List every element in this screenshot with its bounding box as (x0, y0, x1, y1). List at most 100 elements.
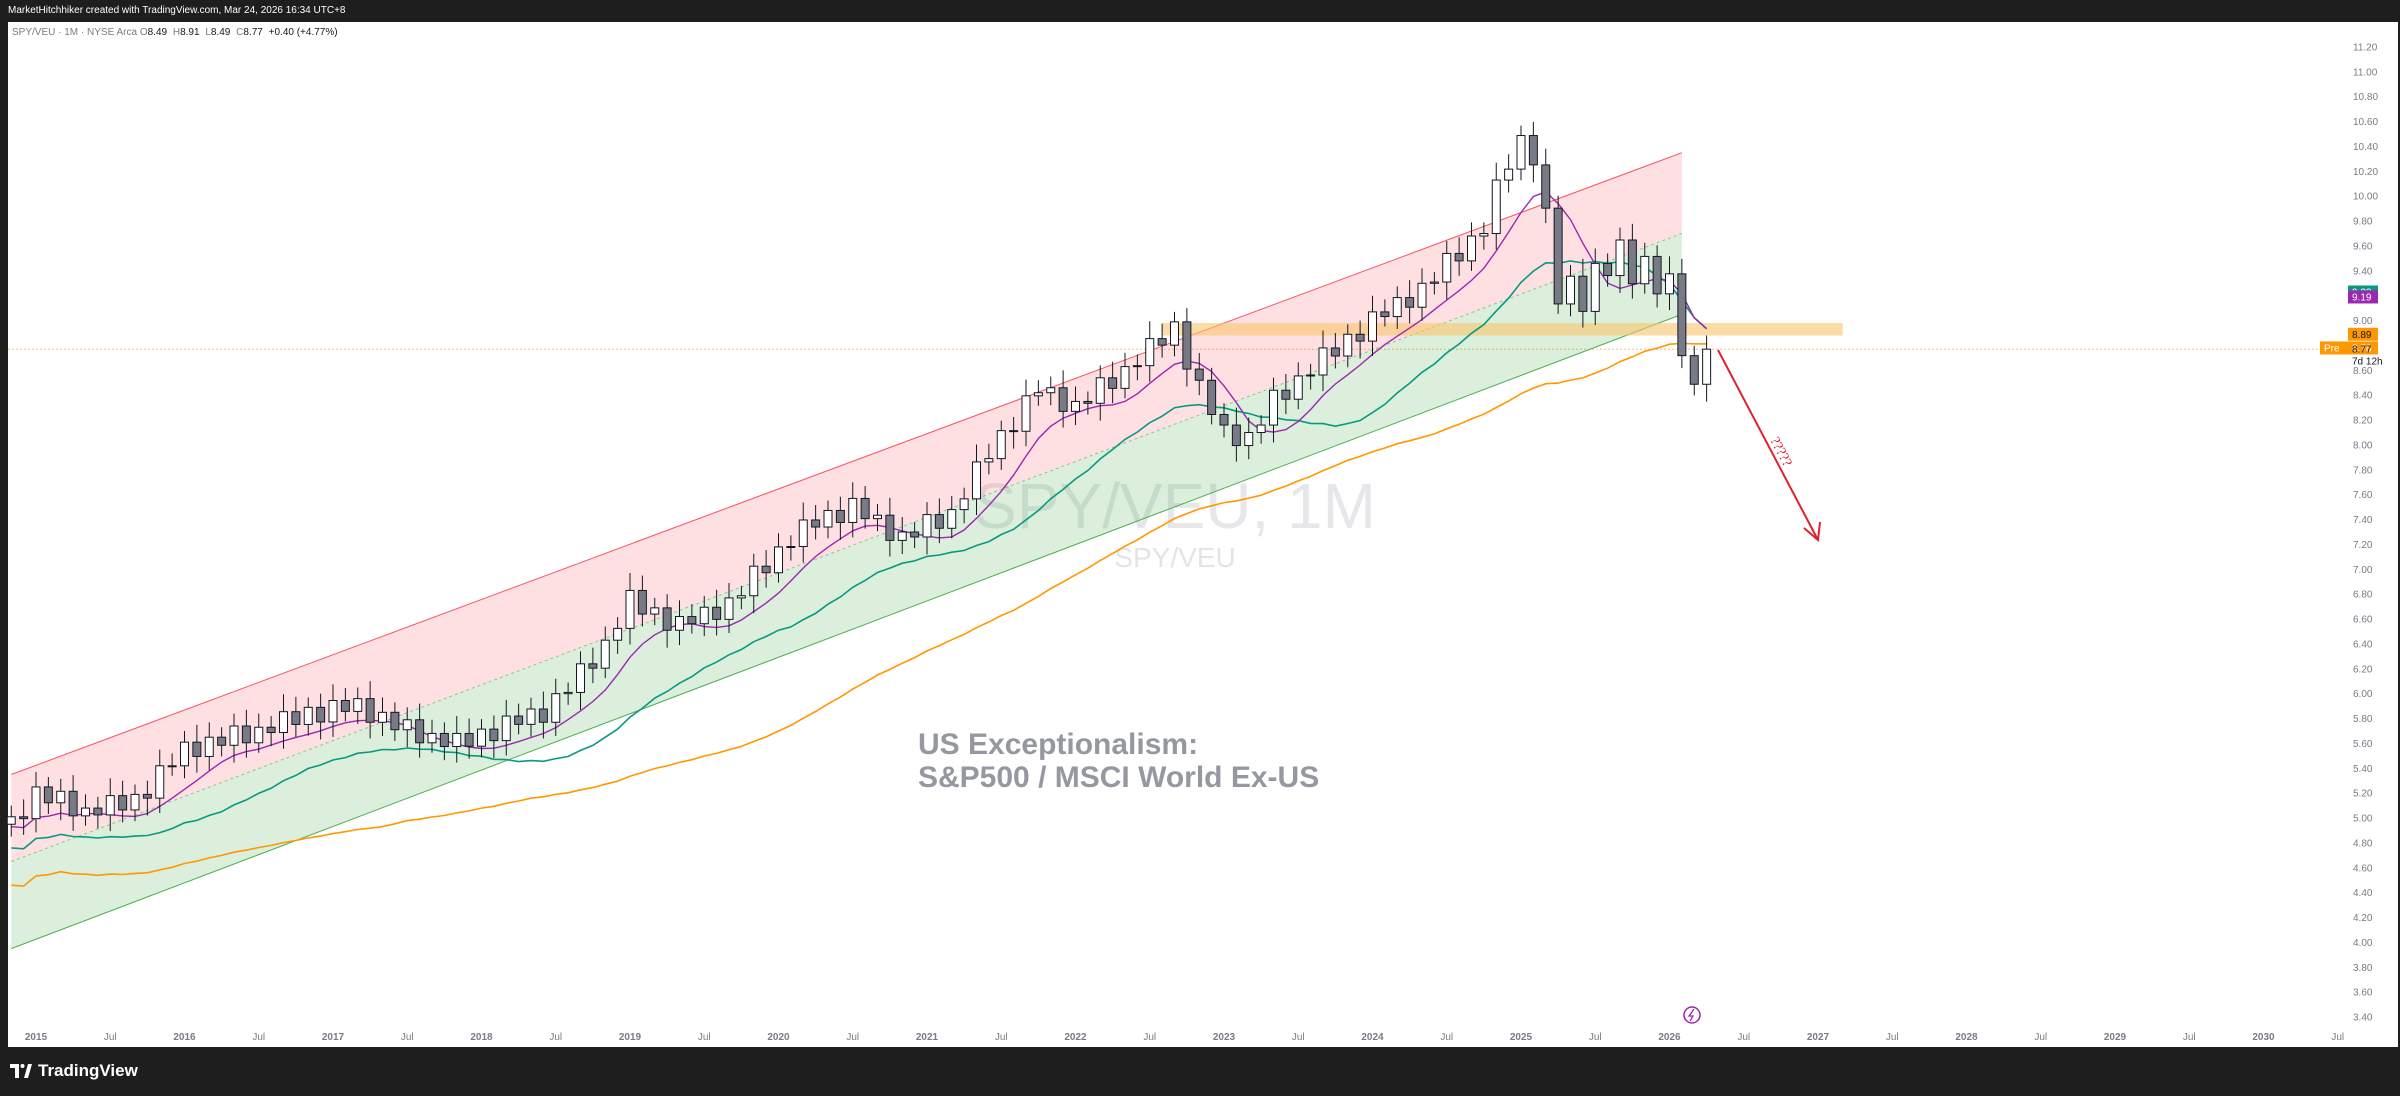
candle-body[interactable] (1491, 179, 1501, 235)
candle-body[interactable] (1355, 333, 1365, 342)
candle-body[interactable] (1293, 375, 1303, 400)
candle-body[interactable] (1046, 387, 1056, 394)
candle-body[interactable] (897, 531, 907, 541)
candle-body[interactable] (1368, 311, 1377, 342)
candle-body[interactable] (1677, 273, 1687, 357)
candle-body[interactable] (1504, 168, 1514, 181)
candle-body[interactable] (1627, 239, 1637, 285)
candle-body[interactable] (1343, 333, 1353, 357)
candle-body[interactable] (192, 741, 202, 757)
candle-body[interactable] (1330, 347, 1340, 357)
candle-body[interactable] (1318, 347, 1328, 376)
candle-body[interactable] (1467, 235, 1476, 262)
candle-body[interactable] (229, 725, 239, 746)
candle-body[interactable] (390, 711, 400, 731)
candle-body[interactable] (501, 715, 511, 742)
candle-body[interactable] (972, 461, 981, 500)
candle-body[interactable] (241, 725, 251, 744)
candle-body[interactable] (291, 711, 301, 725)
candle-body[interactable] (340, 700, 350, 712)
candle-body[interactable] (514, 715, 524, 725)
candle-body[interactable] (885, 514, 895, 541)
candle-body[interactable] (811, 519, 821, 528)
candle-body[interactable] (1269, 389, 1278, 426)
candle-body[interactable] (1145, 338, 1155, 367)
candle-body[interactable] (130, 793, 140, 811)
candle-body[interactable] (774, 546, 783, 574)
candle-body[interactable] (749, 565, 759, 597)
candle-body[interactable] (1095, 377, 1105, 404)
candle-body[interactable] (316, 706, 326, 723)
candle-body[interactable] (1689, 355, 1699, 385)
candle-body[interactable] (1132, 365, 1142, 368)
candle-body[interactable] (279, 711, 288, 734)
candle-body[interactable] (675, 616, 684, 631)
candle-body[interactable] (353, 698, 363, 712)
candle-body[interactable] (1021, 395, 1031, 432)
candle-body[interactable] (427, 732, 437, 744)
candle-body[interactable] (1231, 424, 1241, 447)
candle-body[interactable] (1219, 413, 1229, 426)
candle-body[interactable] (378, 711, 387, 723)
candle-body[interactable] (1665, 273, 1674, 295)
candle-body[interactable] (452, 732, 462, 748)
candle-body[interactable] (650, 607, 660, 615)
candle-body[interactable] (637, 589, 647, 615)
candle-body[interactable] (860, 497, 870, 520)
chart-frame[interactable] (8, 22, 2398, 1047)
candle-body[interactable] (699, 606, 709, 625)
candle-body[interactable] (19, 816, 29, 820)
candle-body[interactable] (1417, 282, 1427, 308)
candle-body[interactable] (1194, 368, 1204, 381)
candle-body[interactable] (1058, 387, 1068, 412)
candle-body[interactable] (118, 795, 128, 811)
candle-body[interactable] (56, 790, 66, 804)
candle-body[interactable] (1528, 135, 1538, 166)
candle-body[interactable] (662, 607, 672, 631)
candle-body[interactable] (1281, 389, 1291, 400)
candle-body[interactable] (1380, 311, 1390, 318)
candle-body[interactable] (1442, 252, 1452, 283)
event-marker-icon[interactable] (1683, 1006, 1701, 1024)
candle-body[interactable] (996, 430, 1006, 460)
candle-body[interactable] (1182, 321, 1192, 370)
candle-body[interactable] (551, 693, 561, 723)
candle-body[interactable] (1553, 207, 1563, 305)
candle-body[interactable] (217, 736, 227, 746)
candle-body[interactable] (613, 627, 623, 641)
candle-body[interactable] (1207, 379, 1217, 415)
candle-body[interactable] (848, 497, 858, 523)
tradingview-logo[interactable]: TradingView (10, 1059, 138, 1083)
candle-body[interactable] (6, 816, 16, 825)
candle-body[interactable] (873, 514, 882, 520)
candle-body[interactable] (254, 726, 264, 744)
candle-body[interactable] (1429, 281, 1439, 284)
candle-body[interactable] (1578, 275, 1588, 312)
candle-body[interactable] (1603, 262, 1613, 277)
candle-body[interactable] (464, 732, 474, 747)
candle-body[interactable] (489, 728, 499, 742)
candle-body[interactable] (1306, 374, 1316, 377)
candle-body[interactable] (266, 726, 276, 734)
candle-body[interactable] (576, 663, 585, 693)
candle-body[interactable] (1033, 392, 1043, 397)
resistance-zone[interactable] (1162, 323, 1843, 336)
candle-body[interactable] (934, 514, 944, 529)
candle-body[interactable] (835, 509, 845, 523)
candle-body[interactable] (959, 498, 969, 511)
candle-body[interactable] (984, 458, 994, 463)
candle-body[interactable] (328, 700, 338, 723)
candle-body[interactable] (910, 531, 920, 538)
candle-body[interactable] (180, 741, 189, 767)
candle-body[interactable] (1615, 239, 1625, 277)
candle-body[interactable] (167, 765, 177, 768)
candle-body[interactable] (625, 589, 635, 629)
candle-body[interactable] (526, 708, 536, 725)
candle-body[interactable] (81, 807, 90, 817)
candle-body[interactable] (588, 663, 598, 669)
candle-body[interactable] (1157, 338, 1167, 346)
candle-body[interactable] (947, 509, 957, 529)
candle-body[interactable] (93, 807, 103, 816)
candle-body[interactable] (736, 595, 746, 599)
